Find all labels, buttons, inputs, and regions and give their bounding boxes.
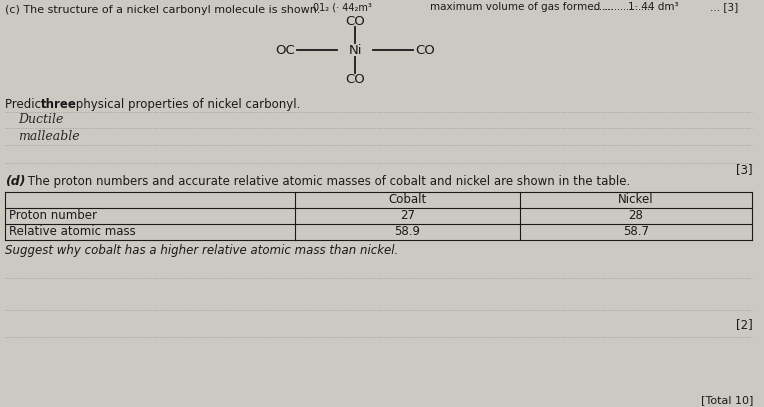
Text: 1· 44 dm³: 1· 44 dm³ [628, 2, 678, 12]
Text: Relative atomic mass: Relative atomic mass [9, 225, 136, 238]
Text: three: three [41, 98, 77, 111]
Text: ·01₂ (· 44₂m³: ·01₂ (· 44₂m³ [310, 2, 372, 12]
Text: Ductile: Ductile [18, 113, 63, 126]
Text: The proton numbers and accurate relative atomic masses of cobalt and nickel are : The proton numbers and accurate relative… [24, 175, 630, 188]
Text: (c) The structure of a nickel carbonyl molecule is shown.: (c) The structure of a nickel carbonyl m… [5, 5, 321, 15]
Text: OC: OC [275, 44, 295, 57]
Text: .....................: ..................... [590, 2, 653, 12]
Text: CO: CO [345, 15, 365, 28]
Text: Nickel: Nickel [618, 193, 654, 206]
Text: Predict: Predict [5, 98, 50, 111]
Text: Ni: Ni [348, 44, 361, 57]
Text: Suggest why cobalt has a higher relative atomic mass than nickel.: Suggest why cobalt has a higher relative… [5, 244, 398, 257]
Text: CO: CO [415, 44, 435, 57]
Text: 27: 27 [400, 209, 415, 222]
Text: Proton number: Proton number [9, 209, 97, 222]
Text: ... [3]: ... [3] [710, 2, 738, 12]
Text: (d): (d) [5, 175, 25, 188]
Text: 58.9: 58.9 [394, 225, 420, 238]
Text: malleable: malleable [18, 130, 79, 143]
Text: 28: 28 [629, 209, 643, 222]
Text: CO: CO [345, 73, 365, 86]
Text: Cobalt: Cobalt [388, 193, 426, 206]
Text: maximum volume of gas formed ...: maximum volume of gas formed ... [430, 2, 613, 12]
Text: [Total 10]: [Total 10] [701, 395, 753, 405]
Text: [2]: [2] [736, 318, 753, 331]
Text: physical properties of nickel carbonyl.: physical properties of nickel carbonyl. [72, 98, 300, 111]
Text: [3]: [3] [736, 163, 753, 176]
Text: 58.7: 58.7 [623, 225, 649, 238]
